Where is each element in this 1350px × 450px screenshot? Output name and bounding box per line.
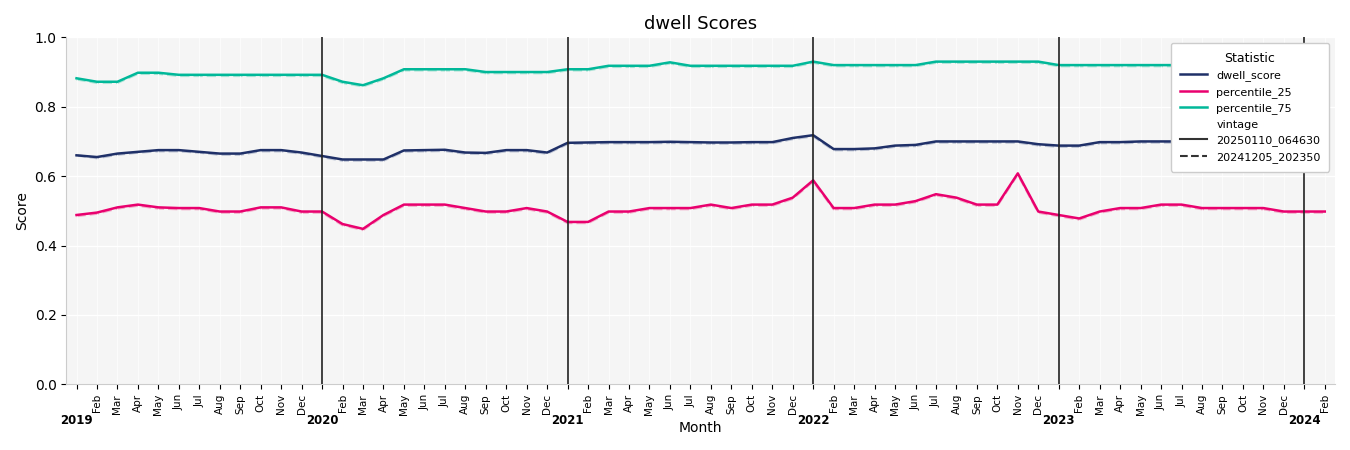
Text: 2021: 2021 <box>551 414 585 427</box>
Text: 2019: 2019 <box>61 414 93 427</box>
Text: 2022: 2022 <box>796 414 829 427</box>
Legend: dwell_score, percentile_25, percentile_75, vintage, 20250110_064630, 20241205_20: dwell_score, percentile_25, percentile_7… <box>1170 43 1330 171</box>
Text: 2020: 2020 <box>306 414 339 427</box>
Y-axis label: Score: Score <box>15 191 28 230</box>
Text: 2024: 2024 <box>1288 414 1320 427</box>
X-axis label: Month: Month <box>679 421 722 435</box>
Title: dwell Scores: dwell Scores <box>644 15 757 33</box>
Text: 2023: 2023 <box>1042 414 1075 427</box>
